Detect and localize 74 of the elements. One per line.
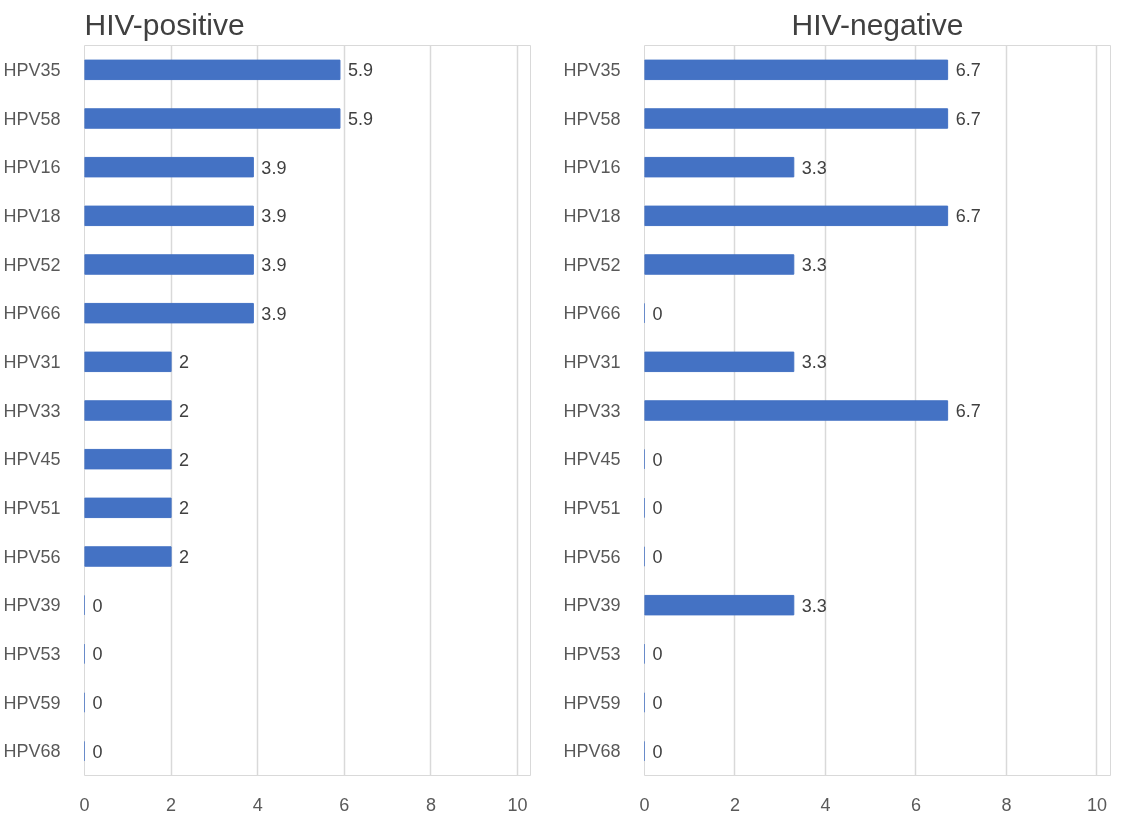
- y-tick-label: HPV66: [3, 303, 61, 324]
- data-label: 2: [179, 352, 190, 373]
- y-tick-label: HPV18: [563, 205, 621, 226]
- y-tick-label: HPV68: [3, 741, 61, 762]
- y-tick-label: HPV33: [563, 400, 621, 421]
- y-tick-label: HPV39: [563, 595, 621, 616]
- y-tick-label: HPV45: [3, 449, 61, 470]
- y-tick-label: HPV53: [3, 643, 61, 664]
- x-tick-label: 8: [425, 794, 436, 815]
- y-tick-label: HPV56: [563, 546, 621, 567]
- data-label: 2: [179, 449, 190, 470]
- y-tick-label: HPV51: [563, 497, 621, 518]
- x-tick-label: 2: [166, 794, 177, 815]
- y-tick-label: HPV58: [563, 108, 621, 129]
- data-label: 3.9: [261, 255, 287, 275]
- data-label: 3.9: [261, 303, 287, 324]
- data-label: 6.7: [955, 401, 981, 421]
- data-label: 6.7: [955, 206, 981, 227]
- data-label: 0: [652, 303, 663, 324]
- data-label: 3.3: [801, 352, 827, 373]
- y-tick-label: HPV31: [563, 351, 621, 372]
- y-tick-label: HPV68: [563, 741, 621, 762]
- data-label: 6.7: [955, 109, 981, 129]
- data-label: 5.9: [347, 109, 374, 129]
- x-tick-label: 8: [1001, 794, 1012, 815]
- data-label: 0: [652, 498, 663, 519]
- data-label: 0: [652, 741, 663, 762]
- data-label: 2: [179, 401, 190, 421]
- data-label: 6.7: [955, 60, 981, 81]
- y-tick-label: HPV33: [3, 400, 61, 421]
- y-tick-label: HPV31: [3, 351, 61, 372]
- y-tick-label: HPV56: [3, 546, 61, 567]
- y-tick-label: HPV53: [563, 643, 621, 664]
- x-tick-label: 10: [1086, 794, 1107, 815]
- x-tick-label: 6: [910, 794, 921, 815]
- y-tick-label: HPV52: [563, 254, 621, 275]
- chart-title: HIV-positive: [84, 7, 245, 41]
- data-label: 5.9: [347, 60, 374, 81]
- y-tick-label: HPV58: [3, 108, 61, 129]
- x-tick-label: 2: [729, 794, 740, 815]
- x-tick-label: 4: [820, 794, 831, 815]
- x-tick-label: 0: [79, 794, 90, 815]
- x-tick-label: 10: [507, 794, 528, 815]
- data-label: 0: [652, 644, 663, 665]
- y-tick-label: HPV45: [563, 449, 621, 470]
- data-label: 2: [179, 498, 190, 519]
- x-tick-label: 4: [252, 794, 263, 815]
- y-tick-label: HPV59: [3, 692, 61, 713]
- y-tick-label: HPV39: [3, 595, 61, 616]
- x-tick-label: 0: [639, 794, 650, 815]
- y-tick-label: HPV35: [563, 59, 621, 80]
- data-label: 0: [92, 693, 103, 713]
- y-tick-label: HPV59: [563, 692, 621, 713]
- y-tick-label: HPV51: [3, 497, 61, 518]
- data-label: 0: [652, 693, 663, 713]
- data-label: 3.9: [261, 157, 287, 178]
- data-label: 3.9: [261, 206, 287, 227]
- data-label: 2: [179, 547, 190, 567]
- data-label: 0: [652, 449, 663, 470]
- y-tick-label: HPV35: [3, 59, 61, 80]
- data-label: 0: [92, 644, 103, 665]
- data-label: 0: [92, 741, 103, 762]
- data-label: 0: [652, 547, 663, 567]
- data-label: 3.3: [801, 595, 827, 616]
- y-tick-label: HPV52: [3, 254, 61, 275]
- y-tick-label: HPV16: [563, 157, 621, 178]
- data-label: 3.3: [801, 255, 827, 275]
- y-tick-label: HPV18: [3, 205, 61, 226]
- y-tick-label: HPV66: [563, 303, 621, 324]
- chart-title: HIV-negative: [791, 7, 964, 41]
- x-tick-label: 6: [339, 794, 350, 815]
- y-tick-label: HPV16: [3, 157, 61, 178]
- data-label: 0: [92, 595, 103, 616]
- data-label: 3.3: [801, 157, 827, 178]
